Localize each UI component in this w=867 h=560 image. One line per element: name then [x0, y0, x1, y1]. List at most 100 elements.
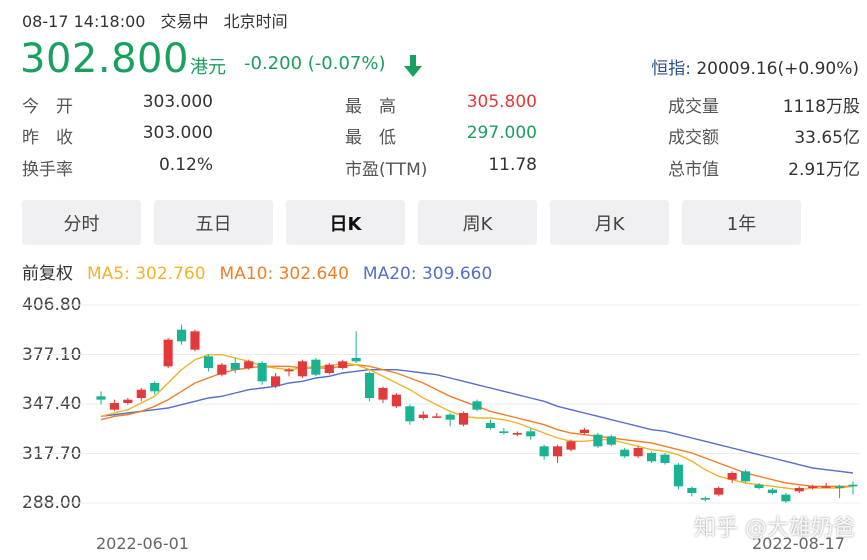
candle — [566, 439, 576, 452]
candle — [432, 413, 442, 418]
candle — [606, 434, 616, 447]
prev-close-label: 昨 收 — [22, 128, 73, 148]
hsi-index[interactable]: 恒指: 20009.16(+0.90%) — [651, 54, 859, 79]
tab-intraday[interactable]: 分时 — [22, 200, 141, 245]
candle — [203, 354, 213, 372]
volume-value: 1118万股 — [782, 97, 860, 117]
candle — [445, 413, 455, 427]
candle — [794, 486, 804, 493]
candle — [378, 386, 388, 403]
tab-weekly-k[interactable]: 周K — [418, 200, 537, 245]
candle-body — [365, 373, 375, 398]
candle-body — [633, 448, 643, 457]
candle-body — [163, 339, 173, 367]
candle-body — [848, 484, 858, 487]
x-end-label: 2022-08-17 — [752, 534, 845, 553]
candle-body — [727, 473, 737, 480]
candle-body — [109, 403, 119, 410]
candle — [620, 448, 630, 458]
candle — [526, 428, 536, 440]
candle-body — [593, 434, 603, 447]
candle-body — [821, 486, 831, 488]
candle — [714, 486, 724, 497]
status-line: 08-17 14:18:00 交易中 北京时间 — [22, 8, 298, 32]
candle-body — [190, 331, 200, 350]
candle-body — [472, 401, 482, 410]
candle — [230, 358, 240, 373]
candle-body — [566, 441, 576, 450]
pe-label: 市盈(TTM) — [345, 160, 428, 180]
amount-value: 33.65亿 — [794, 128, 860, 148]
candle — [835, 484, 845, 498]
kline-chart[interactable] — [0, 290, 867, 522]
candle — [754, 483, 764, 490]
high-value: 305.800 — [466, 92, 537, 112]
pe-value: 11.78 — [488, 155, 537, 175]
candle-body — [217, 364, 227, 375]
candle — [217, 363, 227, 377]
quote-datetime: 08-17 14:18:00 — [22, 12, 146, 31]
candle-body — [741, 471, 751, 482]
trading-status: 交易中 — [160, 12, 209, 31]
candle — [297, 359, 307, 378]
candle-body — [230, 363, 240, 370]
candle-body — [620, 449, 630, 457]
candle-body — [808, 486, 818, 488]
watermark: 知乎 @大雄奶爸 — [694, 516, 855, 541]
candle-body — [553, 446, 563, 457]
candle — [459, 411, 469, 427]
tab-one-year[interactable]: 1年 — [682, 200, 801, 245]
tab-monthly-k[interactable]: 月K — [550, 200, 669, 245]
candle-body — [123, 399, 133, 403]
candle — [284, 368, 294, 377]
candle-body — [418, 414, 428, 418]
candle-body — [391, 394, 401, 407]
candle — [660, 453, 670, 465]
candle — [351, 331, 361, 363]
ma20-line — [100, 368, 854, 474]
candle — [633, 446, 643, 458]
currency-label: 港元 — [190, 57, 226, 78]
candle-body — [579, 429, 589, 433]
mktcap-label: 总市值 — [668, 160, 719, 180]
candle-body — [606, 436, 616, 445]
candle — [741, 469, 751, 483]
candle — [727, 471, 737, 483]
prev-close-value: 303.000 — [142, 123, 213, 143]
ma5-line — [100, 353, 854, 491]
last-price: 302.800 — [20, 36, 189, 82]
candle-body — [526, 431, 536, 437]
candle-body — [405, 406, 415, 422]
chart-legend: 前复权 MA5: 302.760 MA10: 302.640 MA20: 309.66… — [22, 259, 506, 284]
candle — [418, 411, 428, 420]
candle — [271, 373, 281, 388]
candle — [700, 496, 710, 502]
candle — [324, 363, 334, 375]
candle — [391, 393, 401, 408]
candle-body — [700, 498, 710, 500]
tab-daily-k[interactable]: 日K — [286, 200, 405, 245]
low-label: 最 低 — [345, 128, 396, 148]
arrow-down-icon — [402, 54, 424, 82]
candle-body — [324, 364, 334, 373]
candle — [512, 431, 522, 437]
open-value: 303.000 — [142, 92, 213, 112]
adjustment-label[interactable]: 前复权 — [22, 264, 73, 284]
candle-body — [136, 389, 146, 398]
tab-five-day[interactable]: 五日 — [154, 200, 273, 245]
hsi-label: 恒指: — [651, 59, 691, 79]
candle-body — [244, 361, 254, 368]
ma5-legend: MA5: 302.760 — [87, 264, 206, 284]
hsi-value: 20009.16(+0.90%) — [696, 59, 859, 79]
candle — [163, 338, 173, 368]
ma20-legend: MA20: 309.660 — [362, 264, 493, 284]
candle — [150, 381, 160, 395]
candle-body — [485, 423, 495, 428]
candle — [338, 359, 348, 370]
amount-label: 成交额 — [668, 128, 719, 148]
candle — [311, 358, 321, 377]
candle — [553, 444, 563, 463]
candle-body — [767, 489, 777, 493]
timezone-label: 北京时间 — [223, 12, 288, 31]
candle — [781, 493, 791, 503]
